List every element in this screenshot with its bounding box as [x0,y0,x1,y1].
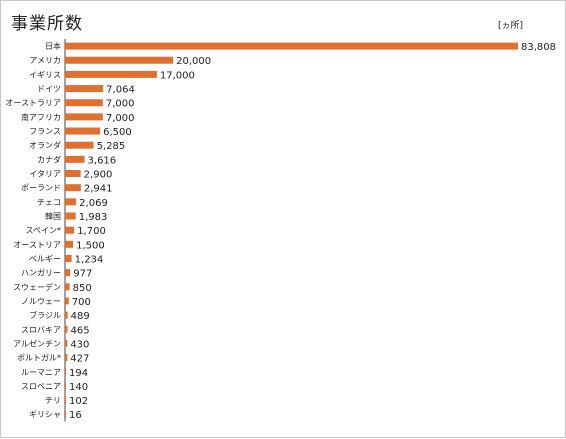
bar [65,141,94,149]
value-label: 7,000 [106,99,135,110]
value-label: 2,900 [84,170,113,181]
value-label: 850 [73,283,92,294]
bar [65,198,77,206]
bar [65,99,103,107]
bar [65,85,104,93]
category-label: イタリア [29,170,61,179]
category-label: チリ [45,396,61,405]
bar [65,240,74,248]
value-label: 465 [71,325,90,336]
value-label: 20,000 [176,56,211,67]
bar [65,42,518,50]
value-label: 1,500 [76,240,105,251]
category-label: スロバキア [21,325,61,334]
value-label: 489 [71,311,90,322]
value-label: 6,500 [103,127,132,138]
bar [65,297,69,305]
category-label: ハンガリー [21,268,61,278]
unit-label: [ヵ所] [498,21,524,31]
category-label: ルーマニア [21,368,61,377]
bar [65,226,75,234]
bar [65,311,68,319]
bar [65,155,85,163]
bar [65,325,68,333]
category-label: オーストラリア [5,99,61,108]
category-label: スペイン* [26,226,61,235]
category-label: スウェーデン [13,282,61,292]
value-label: 2,941 [84,184,113,195]
bar [65,70,157,78]
category-label: フランス [29,127,61,136]
value-label: 194 [69,368,88,379]
category-label: ドイツ [37,85,61,94]
value-label: 977 [73,269,92,280]
category-label: カナダ [37,154,61,164]
bar [65,382,66,390]
category-label: ポルトガル* [17,353,61,363]
category-label: チェコ [37,198,61,207]
bar [65,212,76,220]
category-label: イギリス [29,70,61,79]
category-label: 日本 [45,41,61,51]
value-label: 700 [72,297,91,308]
category-label: ベルギー [29,254,61,263]
category-label: ギリシャ [29,410,61,419]
category-label: アルゼンチン [13,338,61,348]
bar [65,170,81,178]
category-label: 南アフリカ [21,112,61,122]
value-label: 427 [70,354,89,365]
bar [65,354,68,362]
bar [65,127,101,135]
category-label: ブラジル [29,310,61,320]
bar [65,269,71,277]
value-label: 83,808 [521,42,556,53]
bar [65,410,66,418]
value-label: 1,700 [77,226,106,237]
value-label: 5,285 [97,141,126,152]
bar [65,56,174,64]
value-label: 7,064 [106,85,135,96]
value-label: 2,069 [79,198,108,209]
value-label: 430 [70,339,89,350]
bar [65,339,68,347]
category-label: オランダ [29,140,61,150]
bar [65,396,66,404]
value-label: 16 [69,410,82,421]
bar [65,113,103,121]
value-label: 140 [69,382,88,393]
category-label: オーストリア [13,240,61,249]
value-label: 1,983 [79,212,108,223]
category-label: ノルウェー [21,297,61,306]
value-label: 7,000 [106,113,135,124]
bar [65,254,72,262]
bar [65,184,81,192]
value-label: 1,234 [75,254,104,265]
value-label: 102 [69,396,88,407]
value-label: 3,616 [88,155,117,166]
value-label: 17,000 [160,70,195,81]
chart-title: 事業所数 [11,14,83,34]
category-label: ポーランド [21,184,61,193]
category-label: スロベニア [21,382,61,391]
category-label: アメリカ [29,56,61,65]
category-label: 韓国 [45,211,61,221]
bar [65,283,70,291]
bar [65,368,67,376]
